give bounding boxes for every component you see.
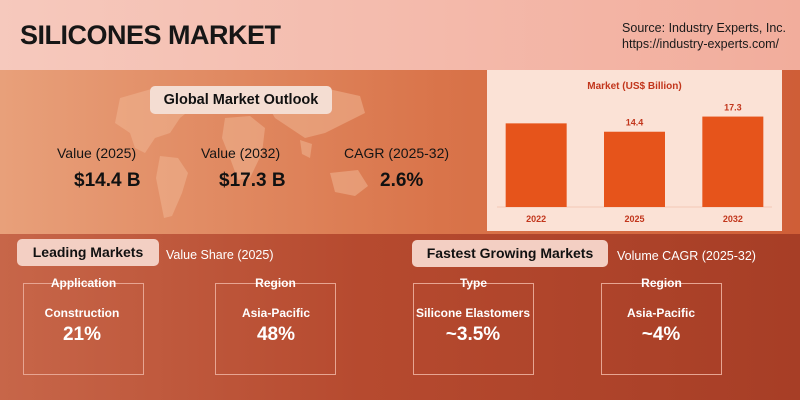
source-url[interactable]: https://industry-experts.com/: [622, 37, 780, 51]
card-value-construction: 21%: [62, 324, 102, 345]
chart-tick-label-2025: 2025: [624, 214, 644, 224]
card-heading-region-fastest: Region: [641, 276, 682, 290]
source-credit: Source: Industry Experts, Inc. https://i…: [622, 20, 786, 52]
world-map-icon: [115, 86, 368, 218]
fastest-growing-subtitle: Volume CAGR (2025-32): [617, 249, 756, 263]
card-value-silicone-elastomers: ~3.5%: [445, 324, 501, 345]
card-application: [23, 283, 144, 375]
card-heading-region-leading: Region: [255, 276, 296, 290]
market-chart-panel: Market (US$ Billion) 2022 14.4 2025 17.3 203…: [487, 70, 782, 231]
chart-data-label-2025: 14.4: [626, 118, 644, 128]
card-type: [413, 283, 534, 375]
outlook-title-pill: Global Market Outlook: [150, 86, 332, 114]
chart-tick-label-2022: 2022: [526, 214, 546, 224]
card-region-leading: [215, 283, 336, 375]
header-band: SILICONES MARKET Source: Industry Expert…: [0, 0, 800, 70]
fastest-growing-pill: Fastest Growing Markets: [412, 240, 608, 267]
card-name-construction: Construction: [44, 306, 120, 320]
leading-markets-subtitle: Value Share (2025): [166, 248, 274, 262]
source-name: Source: Industry Experts, Inc.: [622, 21, 786, 35]
leading-markets-pill: Leading Markets: [17, 239, 159, 266]
card-name-silicone-elastomers: Silicone Elastomers: [415, 306, 531, 320]
metric-value-cagr: 2.6%: [380, 170, 424, 191]
card-region-fastest: [601, 283, 722, 375]
market-bar-chart: 2022 14.4 2025 17.3 2032: [497, 103, 772, 224]
metric-value-value-2032: $17.3 B: [219, 170, 286, 191]
card-value-asia-pacific-leading: 48%: [256, 324, 296, 345]
metric-value-value-2025: $14.4 B: [74, 170, 141, 191]
metric-label-cagr: CAGR (2025-32): [344, 145, 450, 161]
chart-title: Market (US$ Billion): [587, 81, 682, 92]
card-heading-application: Application: [50, 276, 117, 290]
card-name-asia-pacific-leading: Asia-Pacific: [241, 306, 311, 320]
chart-data-label-2032: 17.3: [724, 103, 742, 113]
metric-label-value-2025: Value (2025): [57, 145, 137, 161]
chart-tick-label-2032: 2032: [723, 214, 743, 224]
chart-bar-2025: [604, 131, 665, 207]
page-title: SILICONES MARKET: [20, 20, 281, 50]
metric-label-value-2032: Value (2032): [201, 145, 281, 161]
chart-bar-2022: [505, 123, 567, 207]
chart-bar-2032: [702, 116, 764, 207]
card-name-asia-pacific-fastest: Asia-Pacific: [626, 306, 696, 320]
card-value-asia-pacific-fastest: ~4%: [641, 324, 681, 345]
card-heading-type: Type: [459, 276, 488, 290]
